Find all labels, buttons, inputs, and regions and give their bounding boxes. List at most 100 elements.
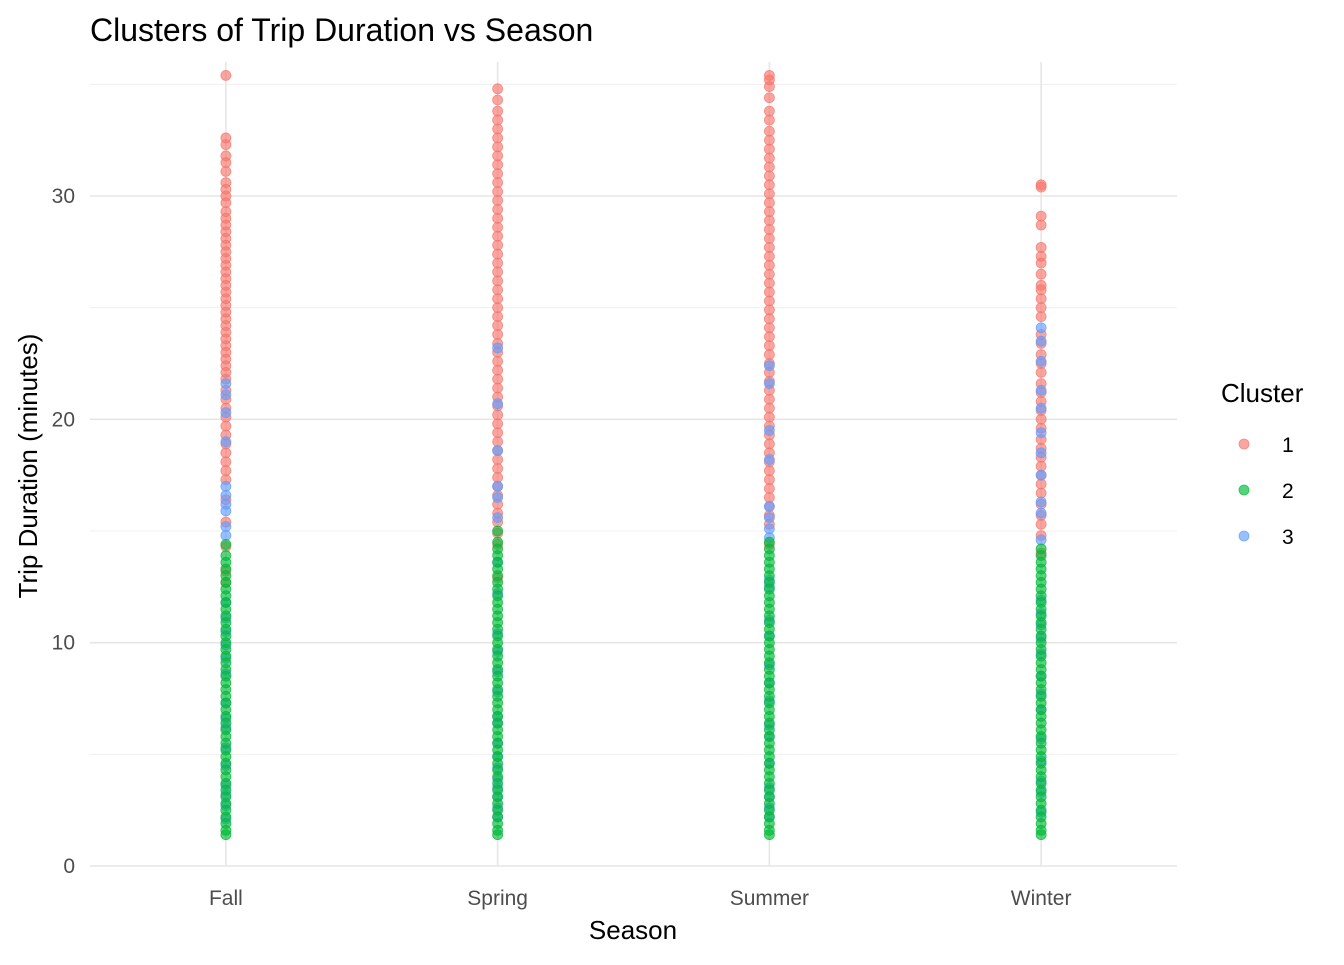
data-point-cluster-1 <box>763 295 775 307</box>
x-axis-ticks: Fall Spring Summer Winter <box>209 887 1072 910</box>
data-point-cluster-2 <box>1035 829 1047 841</box>
chart-title: Clusters of Trip Duration vs Season <box>90 12 593 48</box>
data-point-cluster-1 <box>763 161 775 173</box>
data-point-cluster-3 <box>220 436 232 448</box>
data-point-cluster-1 <box>220 456 232 468</box>
data-point-cluster-1 <box>492 94 504 106</box>
data-point-cluster-1 <box>492 141 504 153</box>
legend-label-cluster-2: 2 <box>1282 480 1294 503</box>
data-point-cluster-1 <box>763 438 775 450</box>
data-point-cluster-1 <box>492 221 504 233</box>
data-points <box>220 70 1047 841</box>
x-tick-label: Fall <box>209 887 243 910</box>
data-point-cluster-1 <box>763 114 775 126</box>
data-point-cluster-1 <box>1035 284 1047 296</box>
data-point-cluster-1 <box>492 212 504 224</box>
data-point-cluster-1 <box>1035 257 1047 269</box>
y-tick-label: 0 <box>63 855 75 878</box>
data-point-cluster-1 <box>492 195 504 206</box>
data-point-cluster-3 <box>1035 496 1047 508</box>
data-point-cluster-1 <box>492 132 504 144</box>
data-point-cluster-1 <box>763 206 775 218</box>
data-point-cluster-1 <box>763 92 775 104</box>
data-point-cluster-1 <box>1035 302 1047 314</box>
data-point-cluster-1 <box>492 105 504 117</box>
data-point-cluster-1 <box>763 143 775 155</box>
data-point-cluster-1 <box>492 150 504 162</box>
data-point-cluster-1 <box>1035 460 1047 472</box>
legend-key-cluster-2 <box>1238 484 1250 496</box>
data-point-cluster-1 <box>1035 311 1047 323</box>
data-point-cluster-1 <box>763 215 775 226</box>
data-point-cluster-3 <box>492 512 504 523</box>
data-point-cluster-1 <box>492 471 504 483</box>
data-point-cluster-1 <box>492 203 504 215</box>
data-point-cluster-1 <box>763 170 775 182</box>
data-point-cluster-1 <box>763 268 775 280</box>
data-point-cluster-1 <box>1035 219 1047 231</box>
data-point-cluster-1 <box>1035 478 1047 490</box>
data-point-cluster-3 <box>1035 469 1047 481</box>
data-point-cluster-1 <box>492 83 504 95</box>
legend-title: Cluster <box>1221 378 1304 408</box>
data-point-cluster-1 <box>763 322 775 334</box>
data-point-cluster-1 <box>763 105 775 117</box>
data-point-cluster-1 <box>763 411 775 423</box>
data-point-cluster-2 <box>492 829 504 841</box>
data-point-cluster-3 <box>220 530 232 541</box>
data-point-cluster-3 <box>1035 355 1047 367</box>
data-point-cluster-1 <box>763 313 775 325</box>
data-point-cluster-3 <box>763 425 775 436</box>
y-axis-title: Trip Duration (minutes) <box>13 334 43 599</box>
y-tick-label: 20 <box>52 408 75 431</box>
data-point-cluster-1 <box>220 420 232 432</box>
data-point-cluster-3 <box>1035 322 1047 334</box>
x-tick-label: Winter <box>1011 887 1072 910</box>
data-point-cluster-1 <box>492 311 504 323</box>
data-point-cluster-1 <box>1035 181 1047 193</box>
x-tick-label: Summer <box>730 887 809 910</box>
data-point-cluster-2 <box>220 539 232 550</box>
data-point-cluster-1 <box>763 241 775 253</box>
data-point-cluster-1 <box>763 233 775 244</box>
data-point-cluster-1 <box>763 393 775 405</box>
data-point-cluster-1 <box>492 364 504 376</box>
data-point-cluster-1 <box>763 179 775 191</box>
data-point-cluster-3 <box>763 454 775 465</box>
data-point-cluster-3 <box>220 389 232 401</box>
x-axis-title: Season <box>589 915 677 945</box>
data-point-cluster-1 <box>1035 210 1047 222</box>
data-point-cluster-3 <box>1035 335 1047 347</box>
data-point-cluster-1 <box>763 483 775 494</box>
data-point-cluster-3 <box>763 501 775 512</box>
data-point-cluster-1 <box>220 197 232 209</box>
data-point-cluster-1 <box>492 284 504 296</box>
data-point-cluster-1 <box>763 224 775 235</box>
data-point-cluster-1 <box>492 114 504 126</box>
data-point-cluster-3 <box>492 342 504 354</box>
data-point-cluster-3 <box>220 480 232 492</box>
data-point-cluster-1 <box>492 418 504 430</box>
data-point-cluster-3 <box>1035 507 1047 519</box>
data-point-cluster-3 <box>492 445 504 457</box>
data-point-cluster-3 <box>492 398 504 410</box>
data-point-cluster-1 <box>220 70 232 81</box>
data-point-cluster-1 <box>492 382 504 394</box>
data-point-cluster-1 <box>492 248 504 260</box>
data-point-cluster-1 <box>492 454 504 465</box>
data-point-cluster-1 <box>1035 241 1047 253</box>
data-point-cluster-2 <box>220 829 232 841</box>
legend-label-cluster-1: 1 <box>1282 434 1294 457</box>
data-point-cluster-1 <box>763 197 775 209</box>
data-point-cluster-1 <box>492 320 504 331</box>
data-point-cluster-1 <box>492 230 504 242</box>
data-point-cluster-1 <box>492 239 504 251</box>
data-point-cluster-1 <box>1035 487 1047 499</box>
y-axis-ticks: 0 10 20 30 <box>52 185 75 878</box>
data-point-cluster-1 <box>492 302 504 314</box>
data-point-cluster-1 <box>1035 518 1047 530</box>
legend: Cluster 1 2 3 <box>1221 378 1304 549</box>
data-point-cluster-1 <box>492 275 504 287</box>
gridlines <box>90 62 1177 867</box>
